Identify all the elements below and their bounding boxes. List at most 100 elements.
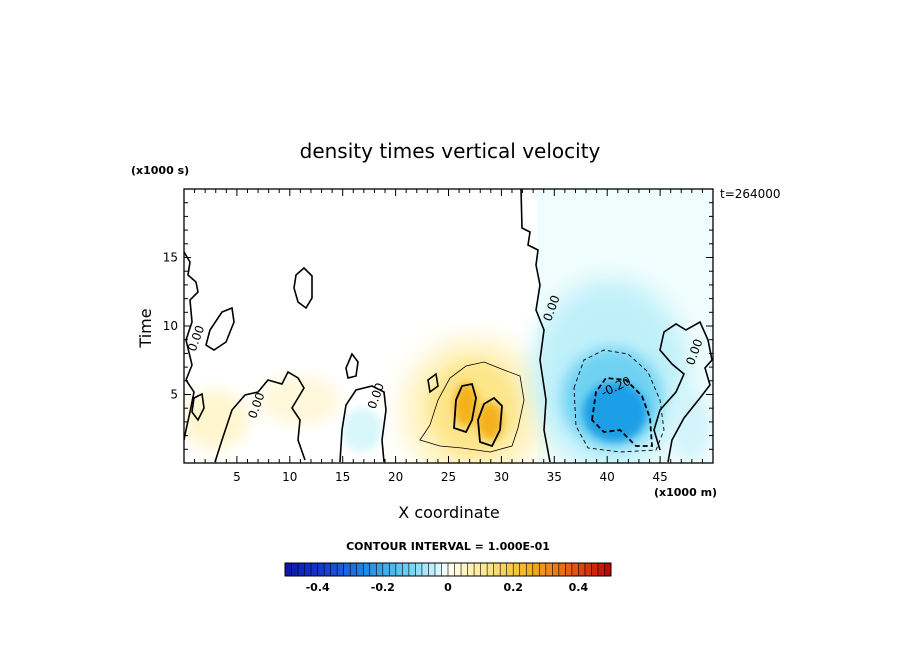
colorbar-segment [363,563,371,576]
colorbar-segment [480,563,488,576]
colorbar-ticks: -0.4 -0.2 0 0.2 0.4 [306,581,589,594]
colorbar-segment [285,563,292,576]
y-unit-label: (x1000 s) [131,164,189,177]
colorbar-segment [448,563,455,576]
colorbar-segment [421,563,429,576]
colorbar-segment [513,563,521,576]
contour-lines [184,189,713,463]
x-axis-label: X coordinate [398,503,499,522]
colorbar-segment [402,563,410,576]
x-tick-label: 40 [600,470,615,484]
x-tick-label: 15 [335,470,350,484]
zero-contour-main-left [214,370,306,463]
colorbar-tick-label: -0.2 [371,581,395,594]
colorbar-segment [578,563,586,576]
negative-region-right [670,390,710,460]
x-tick-label: 25 [441,470,456,484]
colorbar-segment [591,563,599,576]
zero-contour-left-edge [184,251,199,441]
colorbar-segment [317,563,325,576]
weak-positive-left [184,390,249,450]
zero-contour-right [653,320,713,463]
positive-contour-core-1 [453,382,477,434]
weak-positive-left-2 [260,375,340,425]
colorbar-segment [493,563,501,576]
colorbar-segment [474,563,481,576]
x-tick-label: 20 [388,470,403,484]
colorbar-segment [584,563,592,576]
colorbar-segment [604,563,612,576]
colorbar-tick-label: -0.4 [306,581,330,594]
chart-title: density times vertical velocity [300,139,601,163]
zero-contour-loop-b [293,266,313,310]
colorbar-segment [343,563,351,576]
y-tick-label: 15 [163,251,178,265]
colorbar-segment [487,563,494,576]
colorbar-segment [330,563,338,576]
colorbar-segment [350,563,358,576]
colorbar-segment [467,563,475,576]
colorbar-segment [539,563,547,576]
colorbar-segment [369,563,377,576]
x-tick-label: 10 [282,470,297,484]
x-tick-label: 45 [652,470,667,484]
colorbar-segment [597,563,605,576]
colorbar-segment [337,563,344,576]
negative-contour-outer [573,349,665,453]
x-unit-label: (x1000 m) [654,486,717,499]
zero-contour-loop-d [345,352,359,379]
x-tick-label: 5 [233,470,241,484]
colorbar-tick-label: 0.2 [503,581,523,594]
colorbar-segment [389,563,397,576]
y-tick-label: 5 [170,388,178,402]
colorbar-segment [356,563,364,576]
colorbar [284,562,612,577]
positive-region-core-2 [477,402,503,440]
y-axis-ticks: 5 10 15 [163,202,713,450]
x-axis-ticks: 5 10 15 20 25 30 35 40 45 [194,189,703,484]
positive-contour-outer [419,361,525,453]
colorbar-tick-label: 0 [444,581,452,594]
colorbar-segment [519,563,527,576]
colorbar-frame [284,562,612,577]
colorbar-segment [408,563,416,576]
colorbar-segment [395,563,403,576]
colorbar-segment [428,563,436,576]
colorbar-segment [526,563,534,576]
zero-contour-loop-e [427,372,439,394]
x-tick-label: 30 [494,470,509,484]
colorbar-segment [382,563,390,576]
colorbar-segment [298,563,305,576]
colorbar-segment [454,563,462,576]
colorbar-segment [532,563,540,576]
colorbar-segment [552,563,560,576]
colorbar-segment [291,563,299,576]
colorbar-segment [324,563,331,576]
colorbar-segment [376,563,384,576]
shaded-field: 0.000.00 0.000.00-0.200.00 [184,189,713,463]
colorbar-segment [571,563,579,576]
x-tick-label: 35 [547,470,562,484]
positive-contour-core-2 [477,396,503,448]
colorbar-segment [545,563,553,576]
zero-contour-mid-left [339,385,387,463]
zero-contour-loop-a [205,306,235,351]
colorbar-segment [461,563,468,576]
zero-contour-loop-c [191,392,205,422]
weak-negative-left [342,408,382,452]
colorbar-segment [441,563,449,576]
colorbar-segment [506,563,514,576]
colorbar-segment [304,563,312,576]
colorbar-segment [311,563,318,576]
colorbar-segment [565,563,573,576]
timestamp-label: t=264000 [720,187,781,201]
plot-area: 0.000.00 0.000.00-0.200.00 5 10 15 20 25 30 35 4… [163,188,714,484]
colorbar-tick-label: 0.4 [569,581,589,594]
colorbar-segment [434,563,442,576]
colorbar-segment [558,563,566,576]
y-tick-label: 10 [163,319,178,333]
y-axis-label: Time [136,308,155,348]
colorbar-segment [415,563,423,576]
zero-contour-center [520,189,551,463]
